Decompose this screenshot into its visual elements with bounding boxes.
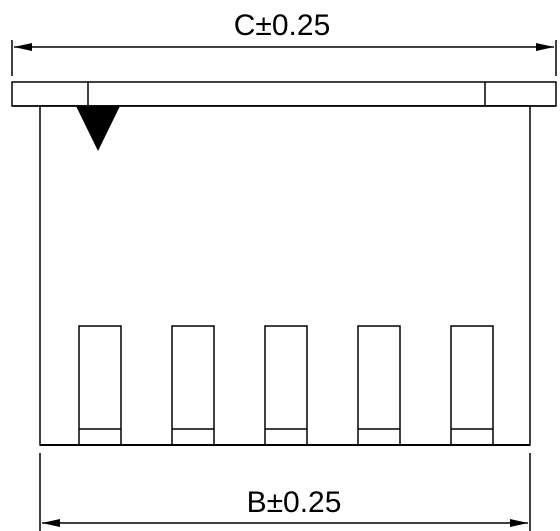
top-arrow-left xyxy=(14,43,32,51)
bottom-arrow-left xyxy=(42,519,60,527)
bottom-dimension-label: B±0.25 xyxy=(247,486,342,519)
pin1-marker-triangle xyxy=(76,106,120,151)
pin-1 xyxy=(78,325,122,446)
top-dimension-label: C±0.25 xyxy=(234,9,331,42)
top-arrow-right xyxy=(536,43,554,51)
pin-5 xyxy=(450,325,494,446)
pin-2 xyxy=(171,325,215,446)
pins-group xyxy=(40,325,530,446)
pin-4 xyxy=(357,325,401,446)
bottom-arrow-right xyxy=(510,519,528,527)
bottom-dimension: B±0.25 xyxy=(39,453,531,531)
top-dimension: C±0.25 xyxy=(11,9,557,76)
pin-3 xyxy=(264,325,308,446)
flange xyxy=(11,81,557,107)
